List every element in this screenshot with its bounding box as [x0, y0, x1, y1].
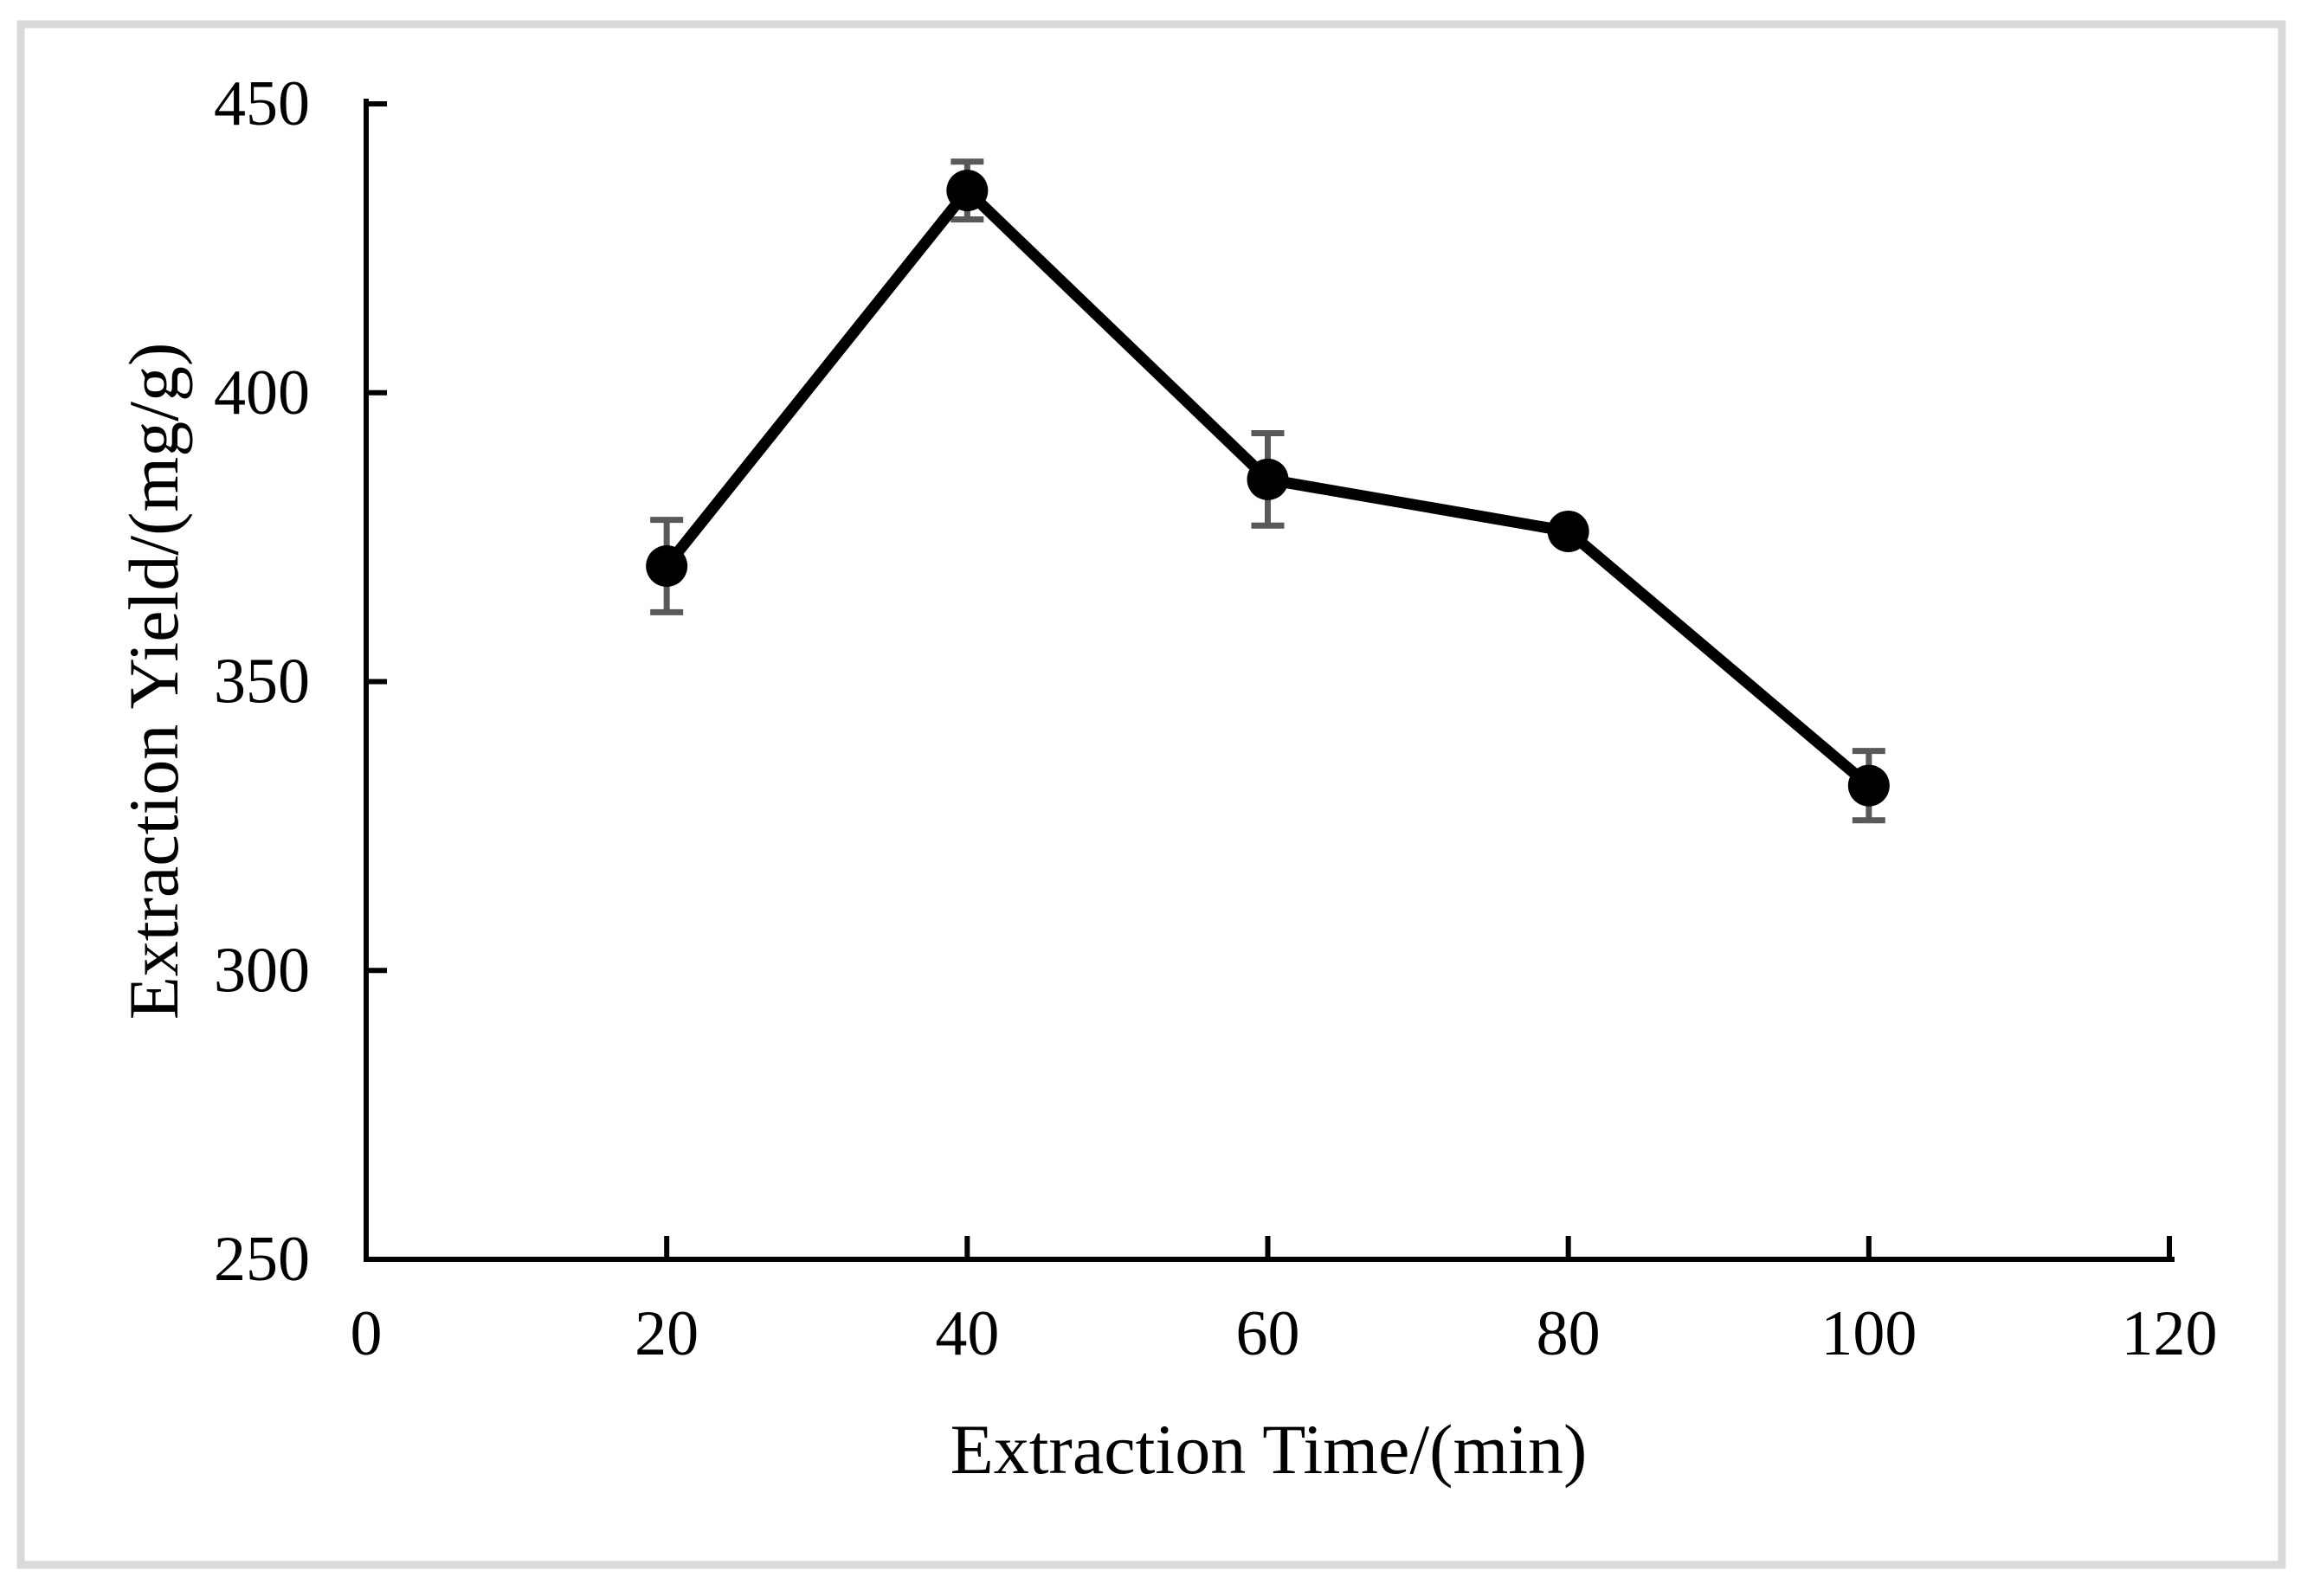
y-axis-title: Extraction Yield/(mg/g) — [114, 342, 193, 1020]
y-tick-label: 300 — [214, 935, 310, 1006]
data-point — [1847, 764, 1890, 807]
x-tick-label: 120 — [2122, 1298, 2218, 1369]
y-tick-label: 400 — [214, 357, 310, 428]
x-tick-label: 0 — [351, 1298, 383, 1369]
y-tick-label: 350 — [214, 647, 310, 718]
x-tick-label: 20 — [635, 1298, 699, 1369]
x-tick-label: 40 — [935, 1298, 999, 1369]
y-tick-label: 450 — [214, 68, 310, 139]
x-tick-label: 60 — [1236, 1298, 1300, 1369]
data-point — [1247, 458, 1289, 500]
x-tick-label: 80 — [1537, 1298, 1601, 1369]
outer-border — [16, 20, 2286, 1569]
data-point — [946, 170, 989, 212]
x-axis-title: Extraction Time/(min) — [950, 1410, 1588, 1489]
data-point — [646, 545, 688, 587]
data-point — [1547, 510, 1589, 552]
y-tick-label: 250 — [214, 1224, 310, 1295]
x-tick-label: 100 — [1820, 1298, 1917, 1369]
